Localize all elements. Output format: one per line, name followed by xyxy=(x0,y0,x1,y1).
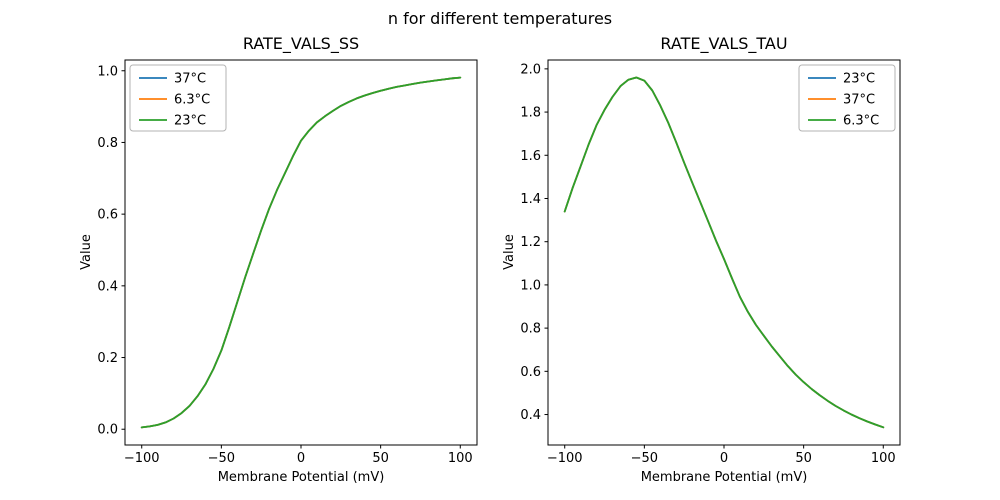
y-axis-tick-label: 1.6 xyxy=(520,149,541,164)
legend-box xyxy=(129,64,227,132)
y-axis-tick-label: 1.2 xyxy=(520,235,541,250)
y-axis-tick-label: 0.8 xyxy=(97,136,118,151)
y-axis-tick-label: 0.4 xyxy=(520,408,541,423)
y-axis-tick-label: 0.0 xyxy=(97,423,118,438)
legend-label: 23°C xyxy=(174,114,206,129)
legend: 23°C 37°C 6.3°C xyxy=(798,64,896,132)
legend-label: 6.3°C xyxy=(174,93,210,108)
x-axis-tick-label: −100 xyxy=(547,451,583,466)
y-axis-tick-label: 0.4 xyxy=(97,279,118,294)
figure-title: n for different temperatures xyxy=(387,9,613,28)
legend-label: 6.3°C xyxy=(843,114,879,129)
x-axis-label-tau: Membrane Potential (mV) xyxy=(641,470,808,485)
subplot-title-ss: RATE_VALS_SS xyxy=(243,34,359,54)
axes-frame xyxy=(124,59,478,446)
legend-label: 37°C xyxy=(174,72,206,87)
series-line-6.3C xyxy=(563,76,885,429)
y-axis-tick-label: 1.8 xyxy=(520,106,541,121)
y-axis-tick-label: 2.0 xyxy=(520,62,541,77)
x-axis-tick-label: 50 xyxy=(372,451,389,466)
subplot-rate-vals-tau: −100 −50 0 50 100 0.4 0.6 0.8 1.0 1.2 1.4 1.6 1.8 2.0… xyxy=(520,59,901,466)
x-axis-tick-label: 0 xyxy=(297,451,305,466)
y-axis-tick-label: 0.6 xyxy=(97,208,118,223)
subplot-rate-vals-ss: −100 −50 0 50 100 0.0 0.2 0.4 0.6 0.8 1.0 37°C 6.3°C… xyxy=(97,59,478,466)
legend-label: 23°C xyxy=(843,72,875,87)
y-axis-tick-label: 0.8 xyxy=(520,322,541,337)
x-axis-tick-label: 0 xyxy=(720,451,728,466)
y-axis-tick-label: 1.4 xyxy=(520,192,541,207)
legend-box xyxy=(798,64,896,132)
x-axis-tick-label: −50 xyxy=(208,451,235,466)
y-axis-label-tau: Value xyxy=(502,234,517,270)
x-axis-tick-label: −50 xyxy=(631,451,658,466)
x-axis-tick-label: 100 xyxy=(448,451,473,466)
axes-frame xyxy=(547,59,901,446)
y-axis-tick-label: 0.2 xyxy=(97,351,118,366)
x-axis-tick-label: 50 xyxy=(795,451,812,466)
x-axis-tick-label: 100 xyxy=(871,451,896,466)
subplot-title-tau: RATE_VALS_TAU xyxy=(660,34,787,54)
y-axis-tick-label: 1.0 xyxy=(97,64,118,79)
series-line-23C xyxy=(140,76,462,429)
x-axis-tick-label: −100 xyxy=(124,451,160,466)
x-axis-label-ss: Membrane Potential (mV) xyxy=(218,470,385,485)
y-axis-tick-label: 0.6 xyxy=(520,365,541,380)
y-axis-tick-label: 1.0 xyxy=(520,278,541,293)
legend: 37°C 6.3°C 23°C xyxy=(129,64,227,132)
legend-label: 37°C xyxy=(843,93,875,108)
y-axis-label-ss: Value xyxy=(79,234,94,270)
